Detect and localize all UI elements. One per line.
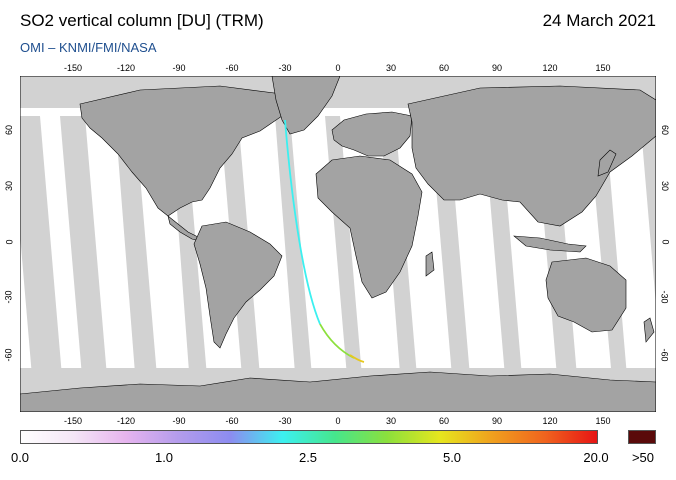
africa [315, 155, 423, 299]
indonesia [513, 235, 587, 253]
colorbar-overflow-swatch [628, 430, 656, 444]
land-masses [20, 76, 656, 412]
colorbar-label: 0.0 [10, 450, 30, 465]
lon-tick-top: 120 [542, 63, 558, 73]
map-date: 24 March 2021 [542, 11, 656, 30]
lat-tick-left: -30 [3, 290, 14, 304]
lon-tick-top: -60 [225, 63, 239, 73]
lat-tick-right: -60 [659, 348, 670, 362]
map-title: SO2 vertical column [DU] (TRM) [20, 11, 264, 30]
lat-tick-right: 60 [660, 124, 671, 136]
antarctica [20, 371, 656, 412]
data-credit: OMI – KNMI/FMI/NASA [20, 40, 157, 55]
lon-tick-top: -30 [278, 63, 292, 73]
lat-tick-left: 0 [4, 239, 15, 245]
lon-tick-bottom: -150 [63, 416, 83, 426]
lon-tick-bottom: -30 [278, 416, 292, 426]
so2-track-cyan [284, 119, 321, 325]
greenland [271, 76, 341, 135]
lat-tick-right: 0 [660, 239, 671, 245]
lon-tick-top: -90 [172, 63, 186, 73]
colorbar-label: 1.0 [154, 450, 174, 465]
lon-tick-top: 150 [595, 63, 611, 73]
japan [597, 149, 617, 177]
lat-tick-left: 60 [4, 124, 15, 136]
colorbar-overflow-label: >50 [631, 450, 655, 465]
lon-tick-top: -150 [63, 63, 83, 73]
lat-tick-left: 30 [4, 180, 15, 192]
lon-tick-top: -120 [116, 63, 136, 73]
colorbar-gradient [20, 430, 598, 444]
so2-track-yellow [349, 354, 365, 363]
lon-tick-bottom: -60 [225, 416, 239, 426]
lat-tick-right: 30 [660, 180, 671, 192]
lon-tick-bottom: 90 [491, 416, 503, 426]
colorbar-label: 2.5 [298, 450, 318, 465]
lon-tick-top: 90 [491, 63, 503, 73]
lat-tick-right: -30 [659, 290, 670, 304]
south-america [193, 221, 283, 349]
lon-tick-bottom: 150 [595, 416, 611, 426]
madagascar [425, 251, 435, 277]
lon-tick-bottom: -90 [172, 416, 186, 426]
australia [545, 257, 627, 333]
lon-tick-bottom: 60 [438, 416, 450, 426]
lon-tick-bottom: 120 [542, 416, 558, 426]
so2-world-map [20, 76, 656, 412]
new-zealand [643, 317, 655, 343]
europe [331, 111, 413, 157]
lon-tick-bottom: -120 [116, 416, 136, 426]
asia [407, 85, 656, 227]
colorbar-label: 20.0 [583, 450, 609, 465]
lon-tick-bottom: 0 [335, 416, 341, 426]
lon-tick-top: 30 [385, 63, 397, 73]
lat-tick-left: -60 [3, 348, 14, 362]
lon-tick-top: 0 [335, 63, 341, 73]
lon-tick-bottom: 30 [385, 416, 397, 426]
colorbar-label: 5.0 [442, 450, 462, 465]
lon-tick-top: 60 [438, 63, 450, 73]
